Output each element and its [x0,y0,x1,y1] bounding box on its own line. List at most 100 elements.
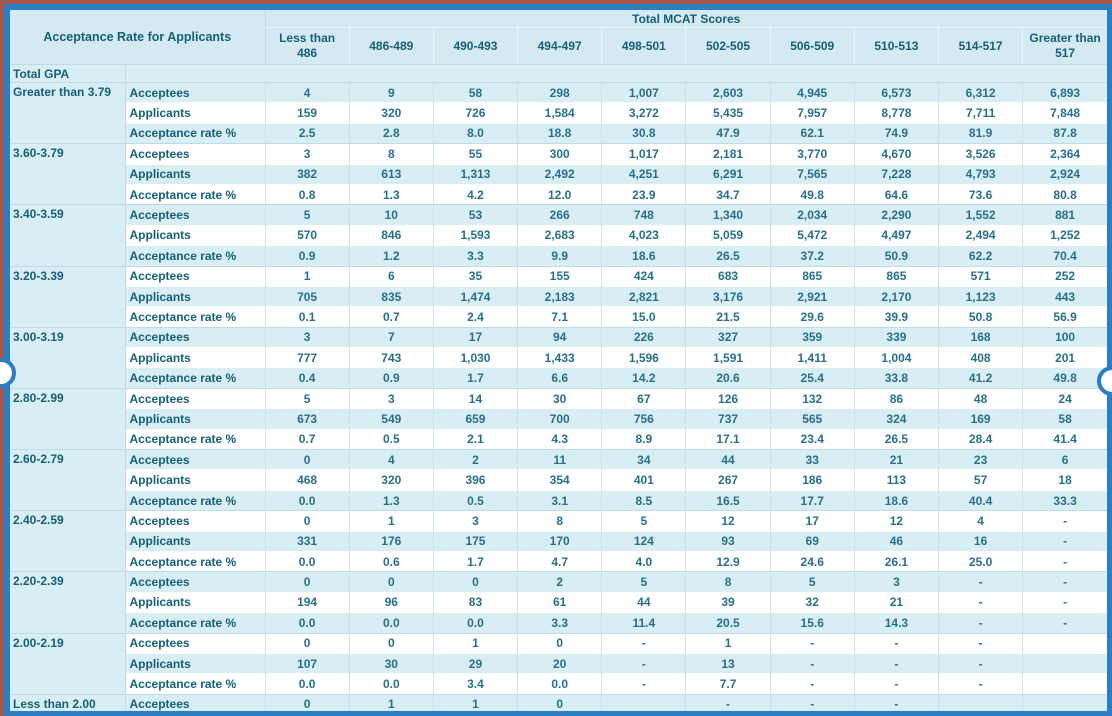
left-edge-handle[interactable] [0,358,16,388]
right-edge-handle[interactable] [1097,366,1112,396]
value-cell: 33.3 [1022,489,1107,511]
value-cell: 57 [937,469,1023,491]
value-cell: 47.9 [685,122,771,144]
table-row: Applicants 194 96 83 61 44 39 32 21- - [10,591,1107,613]
value-cell: 39.9 [853,306,939,328]
metric-label: Acceptance rate % [124,306,265,328]
value-cell: 1,007 [601,81,686,103]
value-cell: 327 [685,326,771,348]
value-cell: 155 [517,265,602,287]
value-cell: 6,312 [937,81,1023,103]
value-cell: 1,591 [685,347,771,368]
value-cell: 0.5 [432,489,518,511]
value-cell: 565 [769,408,855,430]
value-cell: 3.3 [517,612,602,634]
value-cell: 30 [348,652,434,674]
value-cell: 4,023 [601,224,686,246]
metric-label: Applicants [124,285,265,307]
value-cell: 359 [769,326,855,348]
value-cell [1022,632,1107,654]
metric-label: Acceptance rate % [124,489,265,511]
value-cell: 320 [348,469,434,491]
value-cell: 96 [348,591,434,613]
value-cell: 41.4 [1022,428,1107,450]
value-cell: 6,893 [1022,81,1107,103]
table-row: 3.00-3.19 Acceptees 3 7 17 94 226 327 359 339 168 1… [10,326,1107,389]
value-cell [937,693,1023,711]
value-cell: 0.0 [264,612,350,634]
value-cell: 1,593 [432,224,518,246]
value-cell: 0.0 [348,612,434,634]
value-cell: 124 [601,530,686,552]
value-cell: 7 [348,326,434,348]
value-cell: 2,492 [517,163,602,185]
value-cell: 8.0 [432,122,518,144]
metric-label: Acceptance rate % [124,367,265,389]
value-cell: 2 [517,571,602,593]
value-cell: 8,778 [853,102,939,124]
table-row: Acceptance rate % 0.9 1.2 3.3 9.9 18.6 26.5 37.… [10,245,1107,267]
gpa-group-label: Less than 2.00 [10,693,126,711]
value-cell: 49.8 [769,183,855,205]
value-cell: - [853,652,939,674]
value-cell: 14.3 [853,612,939,634]
value-cell: 23 [937,449,1023,470]
value-cell: 37.2 [769,245,855,267]
table-title: Acceptance Rate for Applicants [10,10,266,65]
metric-label: Applicants [124,102,265,124]
value-cell: 401 [601,469,686,491]
value-cell: 659 [432,408,518,430]
value-cell: 30.8 [601,122,686,144]
value-cell: 3 [853,571,939,593]
value-cell: 6,573 [853,81,939,103]
column-header-0: Less than 486 [264,27,350,65]
value-cell: 0.0 [264,550,350,572]
value-cell: 2.8 [348,122,434,144]
value-cell: 0.7 [348,306,434,328]
value-cell: 865 [769,265,855,287]
value-cell: 30 [517,387,602,409]
metric-label: Acceptance rate % [124,550,265,572]
value-cell: - [937,652,1023,674]
value-cell: 12 [853,510,939,532]
metric-label: Acceptance rate % [124,612,265,634]
value-cell: 12 [685,510,771,532]
value-cell: 2 [432,449,518,470]
metric-label: Applicants [124,530,265,552]
value-cell: 13 [685,652,771,674]
value-cell: 35 [432,265,518,287]
value-cell: 5 [264,204,350,226]
table-row: Acceptance rate % 0.4 0.9 1.7 6.6 14.2 20.6 25.… [10,367,1107,389]
value-cell: 2,183 [517,285,602,307]
value-cell: 18.6 [853,489,939,511]
value-cell: 17 [432,326,518,348]
value-cell: 70.4 [1022,245,1107,267]
value-cell: 1,030 [432,347,518,368]
value-cell: 5,472 [769,224,855,246]
value-cell: 0 [348,571,434,593]
value-cell: 4,793 [937,163,1023,185]
value-cell: 7.7 [685,673,771,695]
value-cell: 176 [348,530,434,552]
value-cell: 74.9 [853,122,939,144]
value-cell: 443 [1022,285,1107,307]
metric-label: Applicants [124,408,265,430]
value-cell: 743 [348,347,434,368]
value-cell: 46 [853,530,939,552]
value-cell: 39 [685,591,771,613]
acceptance-rate-table: Acceptance Rate for Applicants Total MCA… [10,10,1107,711]
value-cell: 0.4 [264,367,350,389]
value-cell: 10 [348,204,434,226]
total-gpa-label: Total GPA [10,64,125,83]
value-cell: 320 [348,102,434,124]
value-cell: 0 [517,632,602,654]
table-row: Applicants 382 613 1,313 2,492 4,251 6,291 7,56… [10,163,1107,185]
value-cell: 159 [264,102,350,124]
table-row: 2.80-2.99 Acceptees 5 3 14 30 67 126 132 86 48 24 [10,387,1107,450]
value-cell: 354 [517,469,602,491]
value-cell: 7,848 [1022,102,1107,124]
value-cell: 705 [264,285,350,307]
value-cell: 6.6 [517,367,602,389]
value-cell: 1,474 [432,285,518,307]
metric-label: Acceptees [124,81,265,103]
